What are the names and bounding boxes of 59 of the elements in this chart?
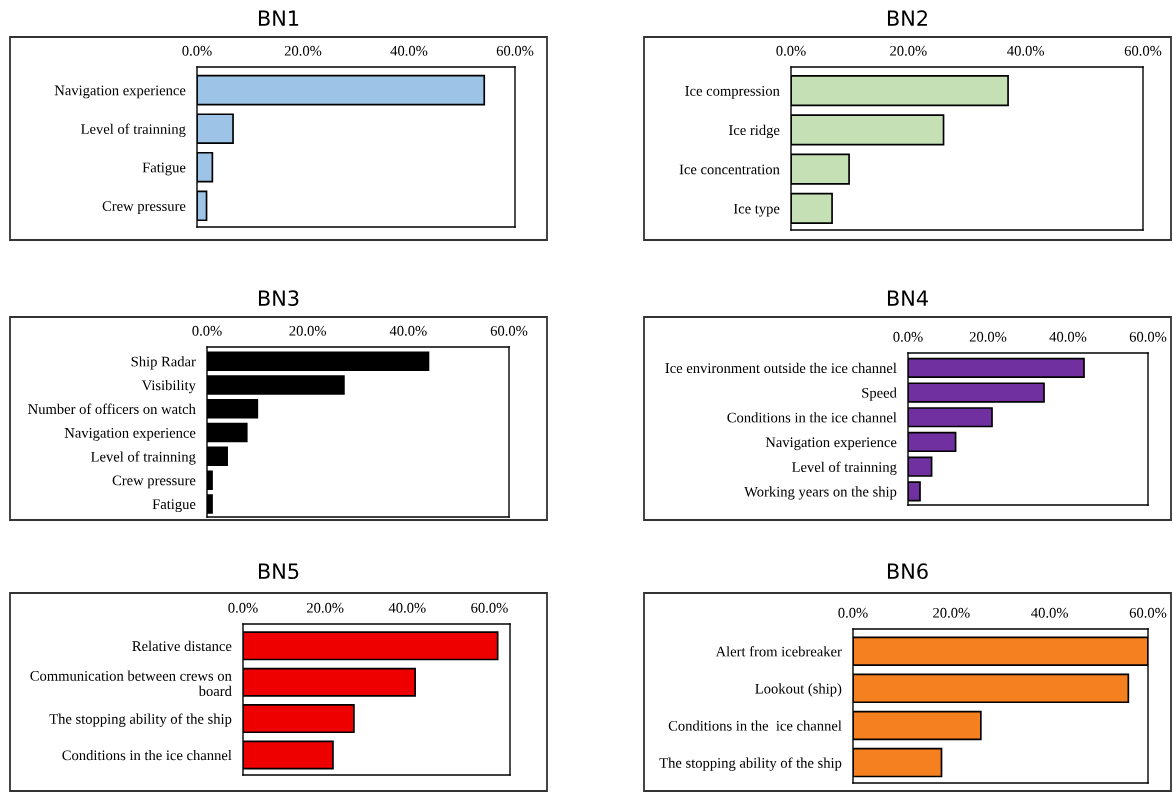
y-tick-label: The stopping ability of the ship bbox=[659, 757, 842, 771]
chart-title: BN5 bbox=[258, 563, 299, 580]
x-tick-label: 40.0% bbox=[390, 45, 428, 56]
y-tick-label: Ice concentration bbox=[679, 164, 780, 175]
chart-title: BN4 bbox=[887, 290, 928, 306]
x-tick-label: 40.0% bbox=[389, 325, 427, 336]
y-tick-label: Ship Radar bbox=[131, 356, 196, 370]
x-tick-label: 60.0% bbox=[1129, 607, 1167, 618]
x-tick-label: 40.0% bbox=[1031, 607, 1068, 618]
x-tick-label: 0.0% bbox=[838, 607, 868, 618]
y-tick-label: Navigation experience bbox=[54, 85, 186, 99]
y-tick-label: Navigation experience bbox=[765, 437, 897, 451]
x-tick-label: 20.0% bbox=[284, 45, 322, 56]
y-tick-label: Navigation experience bbox=[64, 427, 196, 441]
chart-title: BN2 bbox=[887, 10, 927, 26]
x-tick-label: 60.0% bbox=[1124, 45, 1162, 56]
y-tick-label: Visibility bbox=[141, 379, 196, 394]
y-tick-label: Fatigue bbox=[142, 162, 186, 176]
y-tick-label: Lookout (ship) bbox=[755, 683, 842, 697]
x-tick-label: 60.0% bbox=[490, 325, 528, 336]
chart-title: BN6 bbox=[887, 563, 928, 580]
x-tick-label: 60.0% bbox=[471, 602, 508, 613]
y-tick-label: Number of officers on watch bbox=[28, 403, 196, 415]
x-tick-label: 20.0% bbox=[933, 607, 970, 618]
y-tick-label: Level of trainning bbox=[792, 461, 897, 475]
y-tick-label: Speed bbox=[862, 387, 897, 401]
x-tick-label: 0.0% bbox=[893, 331, 923, 342]
y-tick-label: Ice type bbox=[733, 203, 780, 217]
chart-title: BN1 bbox=[258, 10, 299, 26]
x-tick-label: 60.0% bbox=[496, 45, 534, 56]
x-tick-label: 20.0% bbox=[289, 325, 326, 336]
y-tick-label: The stopping ability of the ship bbox=[49, 713, 232, 727]
y-tick-label: Working years on the ship bbox=[744, 486, 897, 500]
y-tick-label: Conditions in the ice channel bbox=[668, 720, 842, 731]
y-tick-label: Alert from icebreaker bbox=[715, 646, 842, 657]
x-tick-label: 60.0% bbox=[1129, 331, 1167, 342]
y-tick-label: Conditions in the ice channel bbox=[62, 749, 232, 761]
x-tick-label: 20.0% bbox=[306, 602, 344, 613]
y-tick-label: Conditions in the ice channel bbox=[727, 412, 897, 423]
y-tick-label: Ice ridge bbox=[729, 124, 780, 139]
x-tick-label: 0.0% bbox=[182, 45, 212, 56]
y-tick-label: Crew pressure bbox=[102, 201, 186, 214]
x-tick-label: 20.0% bbox=[890, 45, 927, 56]
y-tick-label: Level of trainning bbox=[91, 451, 196, 465]
y-tick-label: Crew pressure bbox=[112, 475, 196, 489]
x-tick-label: 0.0% bbox=[776, 45, 806, 56]
chart-title: BN3 bbox=[258, 290, 299, 307]
y-tick-label: Communication between crews on board bbox=[30, 670, 232, 697]
y-tick-label: Ice compression bbox=[685, 85, 780, 99]
y-tick-label: Level of trainning bbox=[81, 123, 186, 137]
y-tick-label: Relative distance bbox=[132, 640, 232, 652]
x-tick-label: 0.0% bbox=[192, 325, 222, 336]
x-tick-label: 40.0% bbox=[1007, 45, 1044, 56]
x-tick-label: 40.0% bbox=[388, 602, 426, 613]
y-tick-label: Fatigue bbox=[152, 499, 196, 513]
y-tick-label: Ice environment outside the ice channel bbox=[665, 362, 897, 374]
x-tick-label: 20.0% bbox=[969, 331, 1007, 342]
x-tick-label: 40.0% bbox=[1049, 331, 1087, 342]
x-tick-label: 0.0% bbox=[228, 602, 258, 613]
